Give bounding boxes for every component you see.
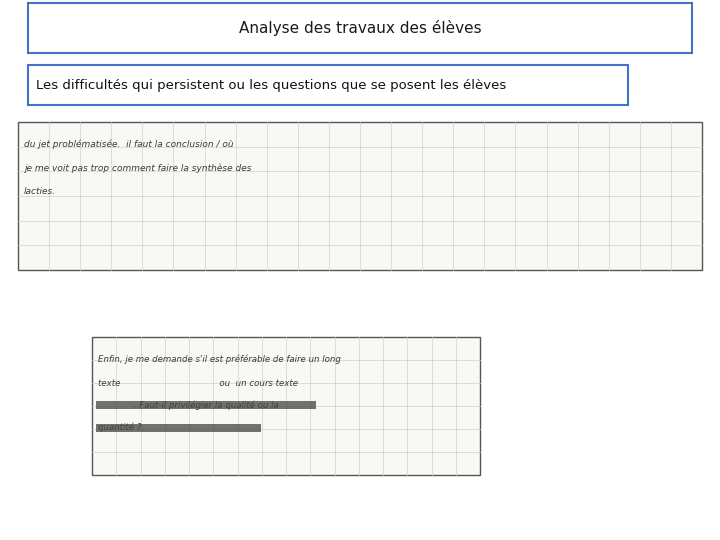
Bar <box>28 3 692 53</box>
Text: texte                                    ou  un cours texte: texte ou un cours texte <box>98 379 298 388</box>
Text: quantité ?.: quantité ?. <box>98 422 144 432</box>
Text: Les difficultés qui persistent ou les questions que se posent les élèves: Les difficultés qui persistent ou les qu… <box>36 78 506 91</box>
Bar <box>28 65 628 105</box>
Text: . Faut-il privilégier la qualité ou la: . Faut-il privilégier la qualité ou la <box>98 400 279 410</box>
Text: Analyse des travaux des élèves: Analyse des travaux des élèves <box>239 20 481 36</box>
Bar <box>96 424 261 432</box>
Text: je me voit pas trop comment faire la synthèse des: je me voit pas trop comment faire la syn… <box>24 163 251 173</box>
Bar <box>96 401 316 409</box>
Bar <box>18 122 702 270</box>
Bar <box>92 337 480 475</box>
Text: Enfin, je me demande s'il est préférable de faire un long: Enfin, je me demande s'il est préférable… <box>98 354 341 364</box>
Text: du jet problématisée.  il faut la conclusion / où: du jet problématisée. il faut la conclus… <box>24 139 233 148</box>
Text: lacties.: lacties. <box>24 187 56 197</box>
